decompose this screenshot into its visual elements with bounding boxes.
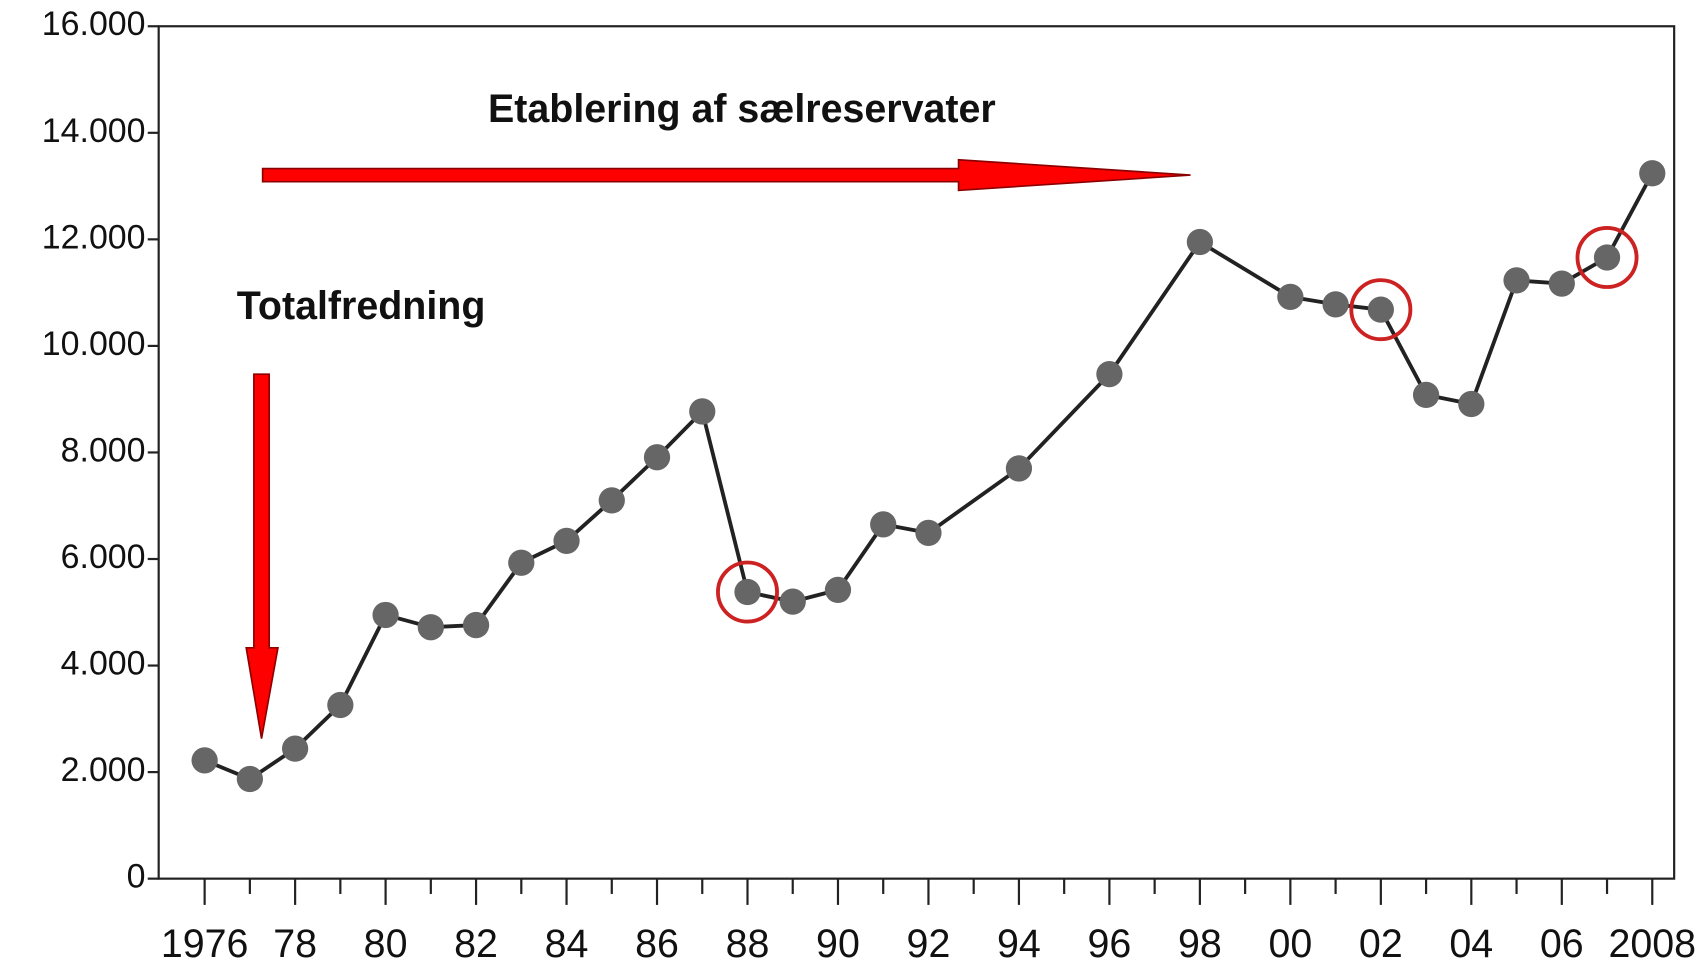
data-point — [1096, 361, 1123, 388]
data-point — [1412, 381, 1440, 409]
x-tick-label: 00 — [1268, 922, 1312, 964]
series-line — [203, 172, 1654, 781]
data-point — [281, 735, 309, 762]
highlight-ring — [716, 560, 779, 624]
annotation: Etablering af sælreservater — [488, 87, 996, 131]
y-tick-label: 8.000 — [61, 431, 146, 469]
data-point — [508, 549, 535, 576]
data-point — [372, 601, 399, 629]
data-point — [462, 611, 490, 639]
data-point — [1367, 296, 1394, 323]
data-point — [598, 487, 625, 514]
data-point — [689, 398, 716, 425]
x-tick-label: 94 — [997, 922, 1041, 964]
y-tick-label: 6.000 — [61, 538, 146, 576]
data-point — [779, 588, 806, 615]
data-point — [191, 747, 218, 774]
data-point — [734, 578, 761, 606]
highlight-ring — [1575, 226, 1639, 289]
x-tick-label: 06 — [1540, 922, 1584, 964]
data-point — [1548, 270, 1575, 297]
data-point — [1186, 228, 1214, 256]
data-point — [327, 691, 354, 719]
data-point — [915, 519, 942, 547]
data-point — [236, 765, 264, 793]
x-tick-label: 78 — [273, 922, 317, 964]
x-tick-label: 80 — [364, 922, 408, 964]
x-tick-label: 84 — [545, 922, 589, 964]
data-point — [553, 527, 580, 555]
x-tick-label: 02 — [1359, 922, 1403, 964]
x-tick-label: 92 — [907, 922, 951, 964]
data-point — [1639, 160, 1666, 187]
data-point — [643, 444, 671, 471]
x-tick-label: 98 — [1178, 922, 1222, 964]
y-tick-label: 2.000 — [61, 751, 146, 789]
x-tick-label: 2008 — [1608, 922, 1696, 964]
x-tick-label: 90 — [816, 922, 860, 964]
x-tick-label: 04 — [1449, 922, 1493, 964]
data-point — [1277, 283, 1304, 311]
x-tick-label: 96 — [1088, 922, 1132, 964]
data-point — [1503, 267, 1530, 294]
y-tick-label: 0 — [127, 858, 146, 896]
data-point — [1005, 455, 1033, 482]
y-tick-label: 12.000 — [42, 218, 146, 256]
data-point — [824, 576, 852, 604]
highlight-ring — [1349, 278, 1413, 342]
arrow-down — [245, 373, 279, 739]
arrow-right — [261, 158, 1191, 192]
annotation: Totalfredning — [237, 284, 486, 328]
x-tick-label: 86 — [635, 922, 679, 964]
x-tick-label: 1976 — [161, 922, 249, 964]
plot-frame — [157, 25, 1676, 880]
data-point — [870, 511, 897, 538]
data-point — [1593, 244, 1621, 271]
data-point — [1322, 291, 1349, 318]
y-tick-label: 16.000 — [42, 5, 146, 43]
y-tick-label: 10.000 — [42, 325, 146, 363]
data-point — [417, 614, 444, 641]
data-point — [1458, 390, 1485, 418]
x-tick-label: 82 — [454, 922, 498, 964]
x-tick-label: 88 — [726, 922, 770, 964]
y-tick-label: 4.000 — [61, 645, 146, 683]
y-tick-label: 14.000 — [42, 112, 146, 150]
